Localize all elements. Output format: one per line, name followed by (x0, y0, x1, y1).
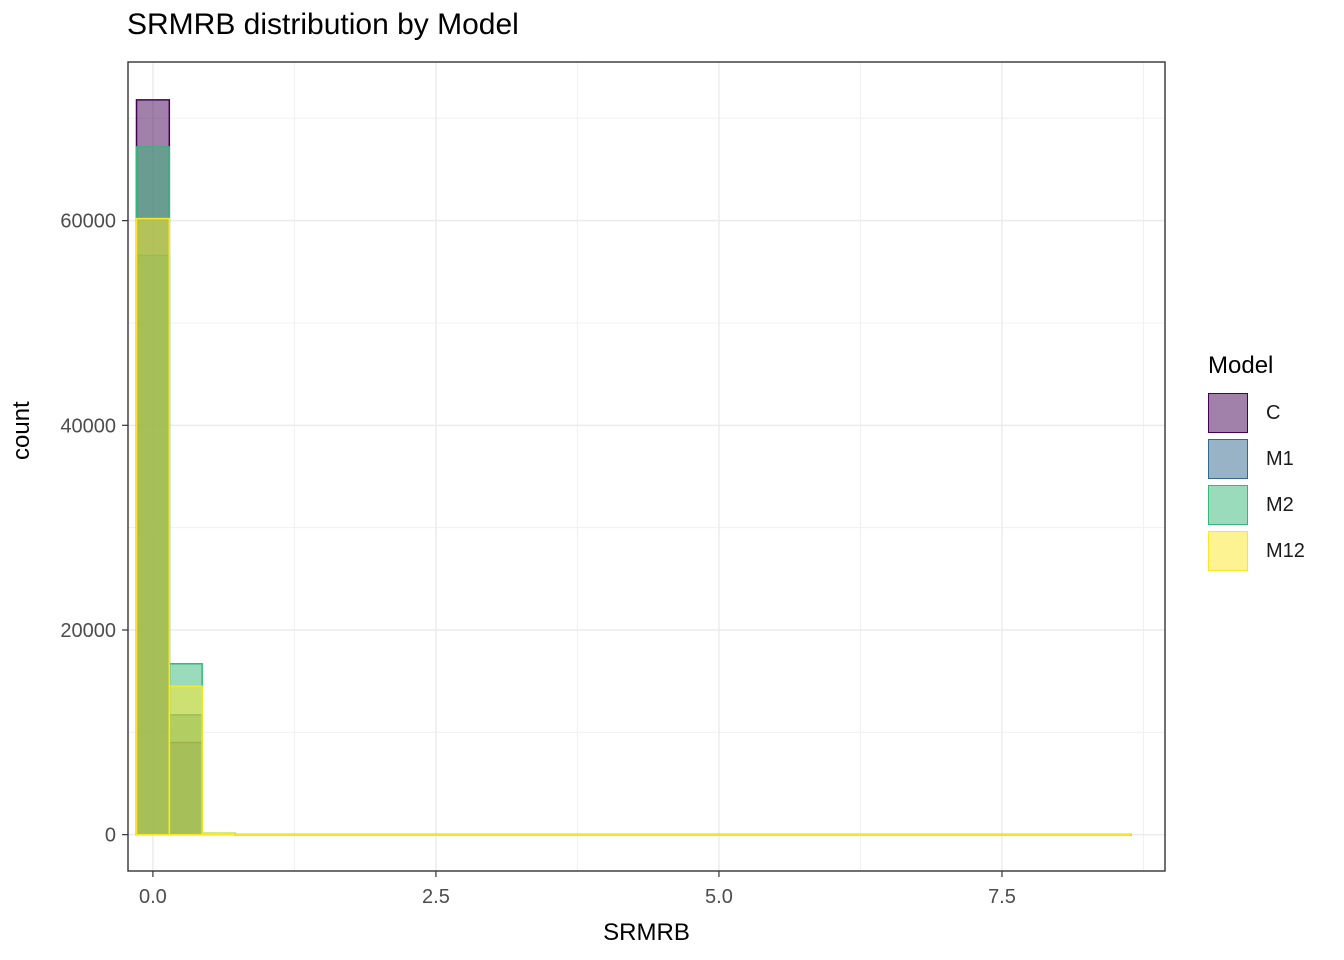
legend-label-c: C (1266, 401, 1281, 424)
bar-m12-3 (234, 833, 1132, 836)
legend-item-c: C (1208, 390, 1305, 436)
x-axis-title: SRMRB (603, 919, 690, 946)
x-tick-label: 2.5 (422, 886, 450, 908)
legend-item-m2: M2 (1208, 482, 1305, 528)
legend-key-c (1208, 393, 1248, 433)
chart-title: SRMRB distribution by Model (127, 8, 519, 41)
bar-m12-0 (135, 217, 171, 836)
x-tick-label: 7.5 (988, 886, 1016, 908)
bar-m12-1 (168, 685, 203, 836)
x-tick-label: 5.0 (705, 886, 733, 908)
y-tick-label: 40000 (60, 415, 116, 437)
legend-label-m1: M1 (1266, 447, 1294, 470)
plot-border (127, 61, 1166, 872)
legend-label-m12: M12 (1266, 539, 1305, 562)
y-axis-title: count (8, 401, 35, 460)
legend-key-m12 (1208, 531, 1248, 571)
y-tick-label: 20000 (60, 620, 116, 642)
legend-key-m2 (1208, 485, 1248, 525)
y-tick-label: 60000 (60, 211, 116, 233)
y-tick-label: 0 (105, 825, 116, 847)
legend-label-m2: M2 (1266, 493, 1294, 516)
legend-key-m1 (1208, 439, 1248, 479)
legend-item-m1: M1 (1208, 436, 1305, 482)
legend-title: Model (1208, 352, 1274, 379)
x-tick-label: 0.0 (139, 886, 167, 908)
bar-m12-2 (201, 832, 236, 836)
plot-panel (128, 62, 1165, 871)
legend: Model C M1 M2 M12 (1208, 352, 1305, 574)
legend-item-m12: M12 (1208, 528, 1305, 574)
